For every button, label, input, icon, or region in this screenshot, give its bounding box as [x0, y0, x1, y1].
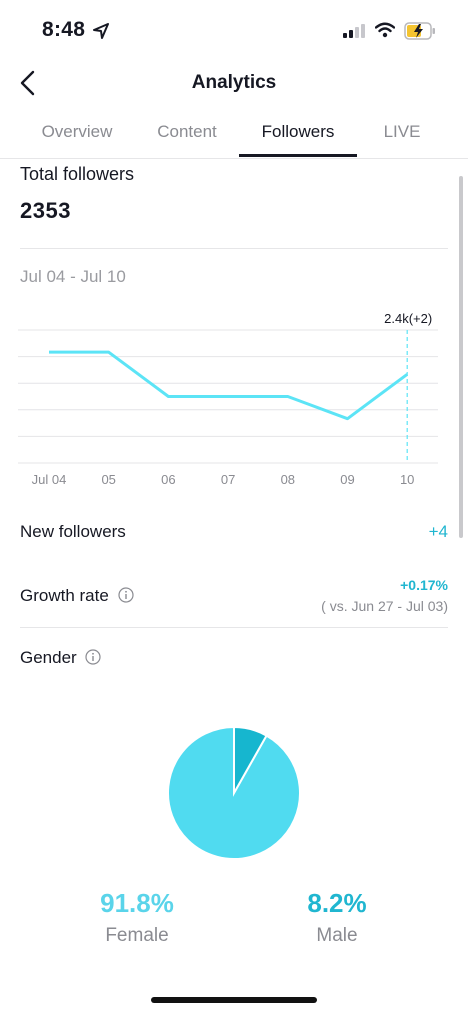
gender-label: Gender [20, 648, 102, 668]
female-label: Female [105, 925, 169, 946]
followers-series-line [49, 350, 409, 421]
x-tick-label: 07 [221, 472, 235, 487]
wifi-icon [375, 22, 395, 38]
growth-rate-label: Growth rate [20, 586, 134, 606]
growth-rate-value: +0.17% [400, 577, 448, 593]
battery-charging-icon [404, 22, 435, 40]
x-tick-label: 09 [340, 472, 354, 487]
divider [20, 627, 448, 628]
male-percentage: 8.2% [307, 888, 367, 918]
page-title: Analytics [191, 72, 277, 93]
female-percentage: 91.8% [100, 888, 174, 918]
tab-live[interactable]: LIVE [383, 122, 421, 141]
x-tick-label: 10 [400, 472, 414, 487]
gender-pie-chart [167, 725, 301, 860]
male-label: Male [316, 925, 358, 946]
total-followers-label: Total followers [20, 164, 135, 184]
info-icon[interactable] [85, 649, 102, 665]
back-chevron-icon[interactable] [18, 70, 40, 96]
growth-rate-compare: ( vs. Jun 27 - Jul 03) [321, 598, 448, 614]
info-icon[interactable] [117, 587, 134, 603]
new-followers-value: +4 [428, 522, 448, 541]
gender-text: Gender [20, 648, 77, 667]
home-indicator[interactable] [151, 997, 317, 1003]
cellular-signal-icon [343, 24, 365, 38]
tab-overview[interactable]: Overview [41, 122, 113, 141]
location-arrow-icon [93, 23, 109, 39]
followers-line-chart[interactable]: 2.4k(+2) Jul 04 05 06 07 08 09 10 [18, 300, 443, 500]
highlight-label: 2.4k(+2) [384, 311, 432, 326]
new-followers-label: New followers [20, 522, 126, 541]
growth-rate-text: Growth rate [20, 586, 109, 605]
tab-content[interactable]: Content [157, 122, 217, 141]
x-tick-label: 05 [101, 472, 115, 487]
status-time: 8:48 [42, 18, 86, 41]
scrollbar[interactable] [459, 176, 463, 538]
x-tick-label: Jul 04 [32, 472, 67, 487]
pie-slice-male [233, 725, 268, 797]
tab-bar: Overview Content Followers LIVE [0, 120, 468, 159]
total-followers-value: 2353 [20, 198, 71, 223]
divider [20, 248, 448, 249]
x-tick-label: 08 [281, 472, 295, 487]
date-range: Jul 04 - Jul 10 [20, 267, 126, 286]
active-tab-indicator [239, 154, 357, 157]
tab-followers[interactable]: Followers [261, 122, 335, 141]
x-tick-label: 06 [161, 472, 175, 487]
